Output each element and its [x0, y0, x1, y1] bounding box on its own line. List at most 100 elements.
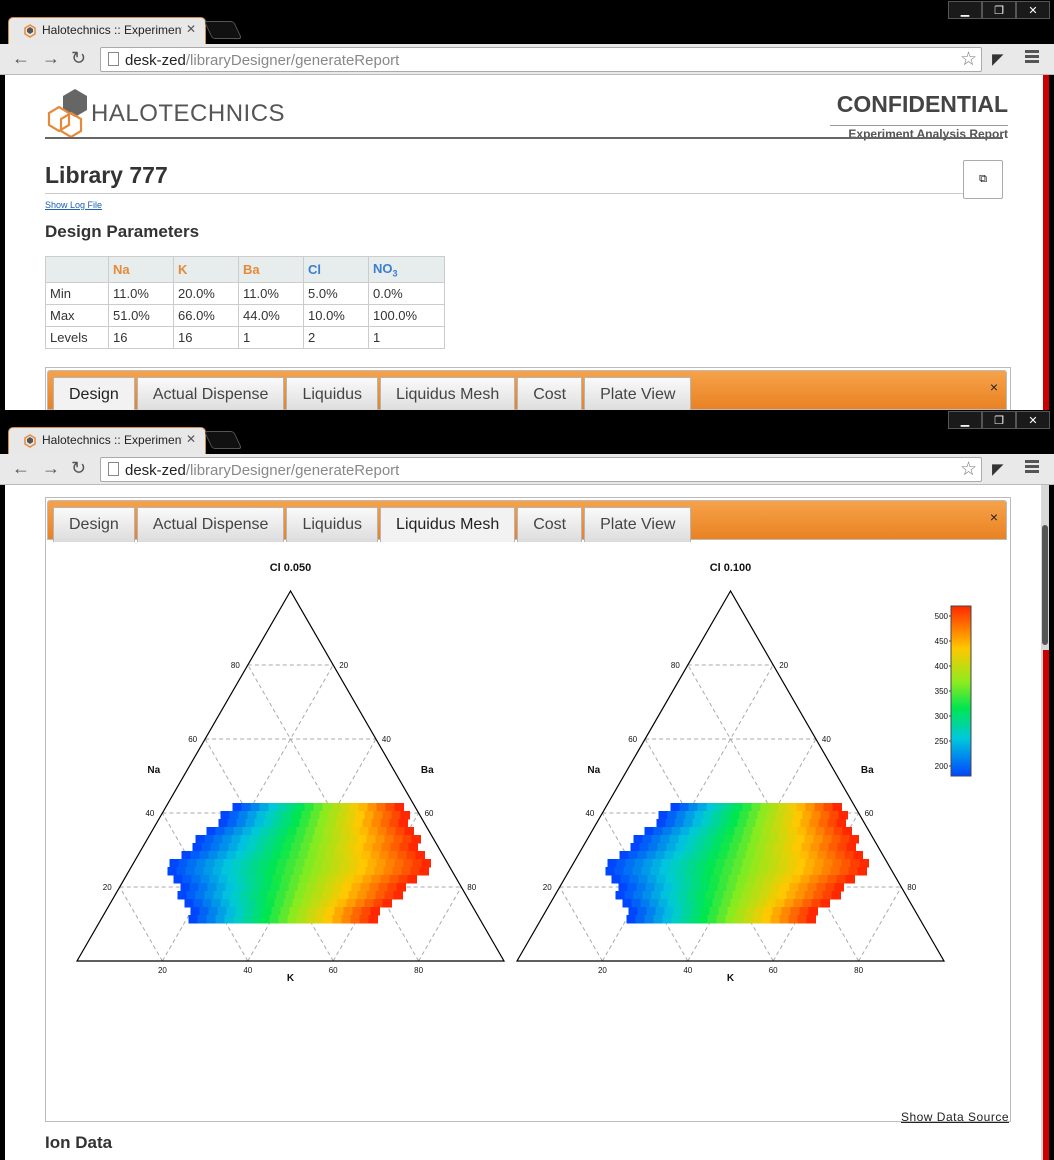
- mesh-cell: [810, 843, 820, 852]
- show-log-file-link[interactable]: Show Log File: [45, 200, 103, 210]
- tab-liquidus[interactable]: Liquidus: [286, 377, 379, 410]
- mesh-cell: [760, 859, 770, 868]
- tab-actual-dispense[interactable]: Actual Dispense: [136, 507, 285, 542]
- reload-icon[interactable]: ↻: [71, 458, 87, 478]
- tab-close-icon[interactable]: ✕: [185, 432, 196, 446]
- tab-actual-dispense[interactable]: Actual Dispense: [136, 377, 285, 410]
- mesh-cell: [655, 851, 665, 860]
- browser-tab[interactable]: Halotechnics :: Experiment ✕: [8, 17, 206, 44]
- mesh-cell: [374, 867, 384, 876]
- mesh-cell: [335, 819, 345, 828]
- mesh-cell: [187, 859, 197, 868]
- mesh-cell: [208, 907, 218, 916]
- extension-icon[interactable]: ◤: [992, 461, 1004, 478]
- mesh-cell: [705, 891, 715, 900]
- tick-label-ba: 60: [425, 809, 434, 818]
- close-window-icon[interactable]: ✕: [1016, 1, 1050, 19]
- mesh-cell: [634, 859, 644, 868]
- tab-plate-view[interactable]: Plate View: [584, 507, 692, 542]
- tab-design[interactable]: Design: [53, 377, 135, 410]
- browser-tab[interactable]: Halotechnics :: Experiment ✕: [8, 427, 206, 454]
- mesh-cell: [262, 907, 272, 916]
- mesh-cell: [766, 811, 776, 820]
- mesh-cell: [307, 907, 317, 916]
- mesh-cell: [655, 907, 665, 916]
- color-scale-label: 450: [935, 637, 949, 646]
- back-arrow-icon[interactable]: ←: [12, 458, 30, 478]
- mesh-cell: [686, 867, 696, 876]
- mesh-cell: [366, 835, 376, 844]
- mesh-cell: [212, 867, 222, 876]
- panel-close-icon[interactable]: ×: [989, 379, 998, 395]
- mesh-cell: [394, 803, 404, 812]
- url-text[interactable]: desk-zed/libraryDesigner/generateReport: [125, 52, 399, 69]
- url-text[interactable]: desk-zed/libraryDesigner/generateReport: [125, 462, 399, 479]
- bookmark-star-icon[interactable]: ☆: [959, 49, 977, 70]
- tab-liquidus-mesh[interactable]: Liquidus Mesh: [380, 377, 516, 410]
- mesh-cell: [259, 803, 269, 812]
- tab-design[interactable]: Design: [53, 507, 135, 542]
- tab-cost[interactable]: Cost: [517, 377, 583, 410]
- mesh-cell: [330, 891, 340, 900]
- minimize-icon[interactable]: ▁: [948, 411, 982, 429]
- report-tabs-header: Design Actual Dispense Liquidus Liquidus…: [47, 500, 1007, 542]
- close-window-icon[interactable]: ✕: [1016, 411, 1050, 429]
- tick-label-ba: 20: [339, 661, 348, 670]
- mesh-cell: [352, 907, 362, 916]
- mesh-cell: [315, 883, 325, 892]
- mesh-cell: [679, 859, 689, 868]
- table-cell: 16: [108, 326, 174, 349]
- tab-liquidus[interactable]: Liquidus: [286, 507, 379, 542]
- tab-plate-view[interactable]: Plate View: [584, 377, 692, 410]
- mesh-cell: [757, 811, 767, 820]
- table-row: Min 11.0% 20.0% 11.0% 5.0% 0.0%: [45, 282, 445, 305]
- mesh-cell: [336, 843, 346, 852]
- popout-button[interactable]: ⧉: [963, 160, 1003, 199]
- new-tab-button[interactable]: [203, 21, 243, 39]
- mesh-cell: [309, 843, 319, 852]
- tab-cost[interactable]: Cost: [517, 507, 583, 542]
- mesh-cell: [367, 803, 377, 812]
- forward-arrow-icon[interactable]: →: [42, 48, 60, 68]
- scrollbar-thumb[interactable]: [1042, 525, 1048, 645]
- mesh-cell: [382, 811, 392, 820]
- mesh-cell: [295, 803, 305, 812]
- mesh-cell: [782, 819, 792, 828]
- mesh-cell: [202, 899, 212, 908]
- panel-close-icon[interactable]: ×: [989, 509, 998, 525]
- extension-icon[interactable]: ◤: [992, 51, 1004, 68]
- mesh-cell: [218, 819, 228, 828]
- mesh-cell: [725, 915, 735, 924]
- reload-icon[interactable]: ↻: [71, 48, 87, 68]
- show-data-source-link[interactable]: Show Data Source: [900, 1110, 1009, 1124]
- mesh-cell: [313, 859, 323, 868]
- mesh-cell: [207, 883, 217, 892]
- mesh-cell: [826, 851, 836, 860]
- forward-arrow-icon[interactable]: →: [42, 458, 60, 478]
- mesh-cell: [705, 835, 715, 844]
- maximize-icon[interactable]: ❐: [982, 411, 1016, 429]
- scrollbar[interactable]: [1043, 75, 1049, 410]
- mesh-cell: [316, 851, 326, 860]
- mesh-cell: [310, 811, 320, 820]
- mesh-cell: [687, 835, 697, 844]
- mesh-cell: [763, 851, 773, 860]
- mesh-cell: [219, 843, 229, 852]
- browser-menu-icon[interactable]: [1025, 50, 1039, 65]
- mesh-cell: [643, 859, 653, 868]
- maximize-icon[interactable]: ❐: [982, 1, 1016, 19]
- browser-menu-icon[interactable]: [1025, 460, 1039, 475]
- mesh-cell: [327, 843, 337, 852]
- back-arrow-icon[interactable]: ←: [12, 48, 30, 68]
- url-path: /libraryDesigner/generateReport: [185, 462, 400, 479]
- minimize-icon[interactable]: ▁: [948, 1, 982, 19]
- mesh-cell: [357, 891, 367, 900]
- tab-close-icon[interactable]: ✕: [185, 22, 196, 36]
- mesh-cell: [796, 803, 806, 812]
- tab-liquidus-mesh[interactable]: Liquidus Mesh: [380, 507, 516, 542]
- address-bar[interactable]: desk-zed/libraryDesigner/generateReport …: [100, 47, 982, 72]
- new-tab-button[interactable]: [203, 431, 243, 449]
- address-bar[interactable]: desk-zed/libraryDesigner/generateReport …: [100, 457, 982, 482]
- mesh-cell: [850, 859, 860, 868]
- bookmark-star-icon[interactable]: ☆: [959, 459, 977, 480]
